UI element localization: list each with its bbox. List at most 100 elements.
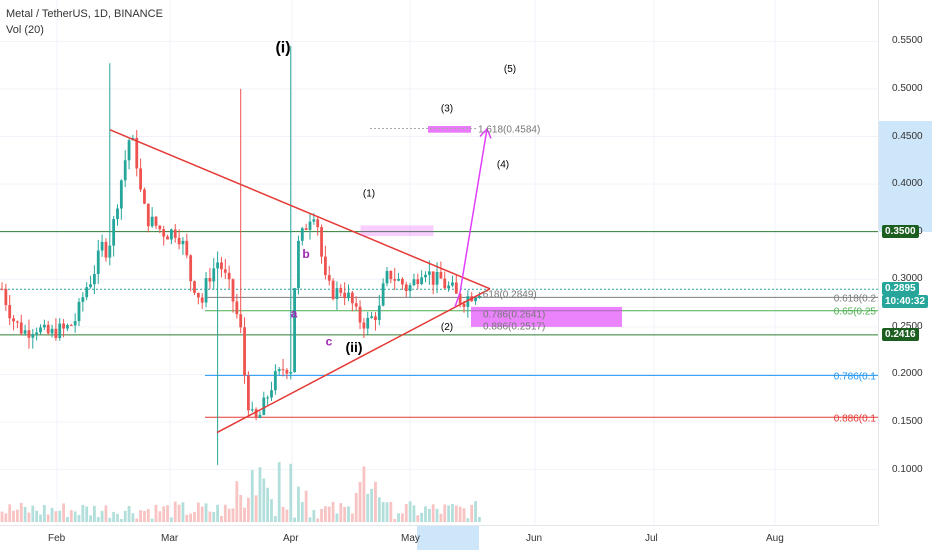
volume-bar [273, 515, 277, 522]
candle-body [0, 288, 4, 290]
volume-bar [146, 509, 150, 522]
candle-body [312, 219, 316, 222]
chart-canvas[interactable]: 0.618(0.2 0.65(0.25 0.786(0.1 0.886(0.1 .61… [0, 0, 878, 525]
fib-label: 0.786(0.1 [834, 371, 877, 382]
volume-bar [181, 502, 185, 522]
volume-bar [208, 511, 212, 522]
chart-plot[interactable]: 0.618(0.2 0.65(0.25 0.786(0.1 0.886(0.1 .61… [0, 0, 878, 525]
volume-bar [62, 503, 65, 522]
candle-body [189, 255, 193, 282]
volume-bar [119, 518, 123, 522]
candle-body [443, 278, 447, 289]
candle-body [408, 285, 412, 292]
drawings[interactable] [109, 126, 622, 434]
candle-body [339, 288, 343, 293]
volume-bar [19, 502, 23, 522]
candle-body [96, 250, 100, 275]
volume-bar [227, 508, 231, 522]
candle-body [273, 371, 277, 391]
candle-body [100, 241, 104, 251]
volume-bar [212, 512, 216, 522]
candle-body [297, 240, 300, 289]
volume-bar [131, 513, 135, 522]
candle-body [451, 282, 454, 286]
candle-body [85, 287, 89, 298]
volume-bar [408, 501, 412, 522]
volume-bar [297, 486, 300, 522]
volume-bar [466, 518, 470, 522]
candle-body [320, 227, 323, 257]
candle-body [39, 327, 42, 333]
candle-body [250, 409, 254, 411]
candle-body [154, 216, 158, 226]
candle-body [327, 275, 331, 281]
volume-bar [143, 511, 146, 522]
volume-bar [401, 513, 404, 522]
volume-indicator-label: Vol (20) [6, 24, 44, 36]
volume-bar [231, 508, 235, 522]
price-tick-label: 0.3000 [892, 273, 923, 285]
price-tag: 0.2895 [882, 282, 919, 296]
volume-bar [258, 467, 262, 522]
volume-bar [185, 514, 189, 522]
volume-bar [8, 504, 12, 522]
volume-bar [116, 513, 119, 522]
symbol-title: Metal / TetherUS, 1D, BINANCE [6, 8, 163, 20]
candle-body [108, 245, 112, 258]
volume-bar [216, 504, 219, 522]
volume-bar [412, 505, 416, 522]
volume-bar [135, 518, 139, 522]
candle-body [420, 277, 424, 285]
wave-label: (5) [504, 64, 516, 75]
volume-bar [447, 505, 450, 522]
candle-body [304, 228, 308, 230]
candle-body [27, 330, 31, 338]
candle-body [12, 318, 15, 322]
volume-bar [350, 513, 354, 522]
volume-bar [81, 504, 85, 522]
volume-bar [277, 462, 281, 522]
time-tick-label: Mar [161, 533, 179, 544]
candle-body [366, 317, 370, 329]
arrow-head [479, 127, 492, 139]
candle-body [474, 297, 477, 302]
volume-bar [262, 478, 266, 522]
price-range-highlight [879, 121, 932, 232]
candle-body [208, 278, 212, 282]
price-axis[interactable]: 0.1000 0.1500 0.2000 0.2500 0.3000 0.3500 0.40… [878, 0, 932, 525]
volume-bar [77, 514, 81, 522]
volume-bar [150, 518, 154, 522]
candle-body [170, 229, 173, 240]
candle-body [431, 271, 435, 285]
price-tick-label: 0.5000 [892, 82, 923, 94]
volume-bar [347, 506, 350, 522]
candle-body [300, 228, 304, 241]
volume-bar [300, 502, 304, 522]
candle-body [377, 305, 381, 321]
volume-bar [370, 488, 373, 522]
candle-body [270, 390, 273, 398]
candle-body [150, 216, 154, 227]
candle-body [196, 292, 200, 298]
volume-bar [451, 503, 454, 522]
volume-bar [69, 510, 73, 522]
volume-bar [16, 509, 19, 522]
wave-label: (ii) [345, 339, 362, 355]
candle-body [46, 324, 50, 334]
candle-body [331, 280, 335, 299]
volume-bar [474, 501, 477, 522]
candle-body [277, 369, 281, 372]
volume-bar [250, 470, 254, 522]
volume-bar [439, 513, 443, 522]
time-tick-label: Jul [645, 533, 658, 544]
candle-body [77, 301, 81, 322]
time-axis[interactable]: Feb Mar Apr May Jun Jul Aug [0, 525, 878, 551]
candle-body [447, 285, 450, 289]
candle-body [404, 284, 408, 292]
candle-body [427, 271, 431, 275]
volume-bar [235, 481, 239, 522]
resistance-zone [360, 225, 434, 236]
volume-bar [393, 518, 397, 522]
candle-body [200, 297, 204, 303]
fib-short-label: 0.786(0.2641) [483, 309, 545, 320]
